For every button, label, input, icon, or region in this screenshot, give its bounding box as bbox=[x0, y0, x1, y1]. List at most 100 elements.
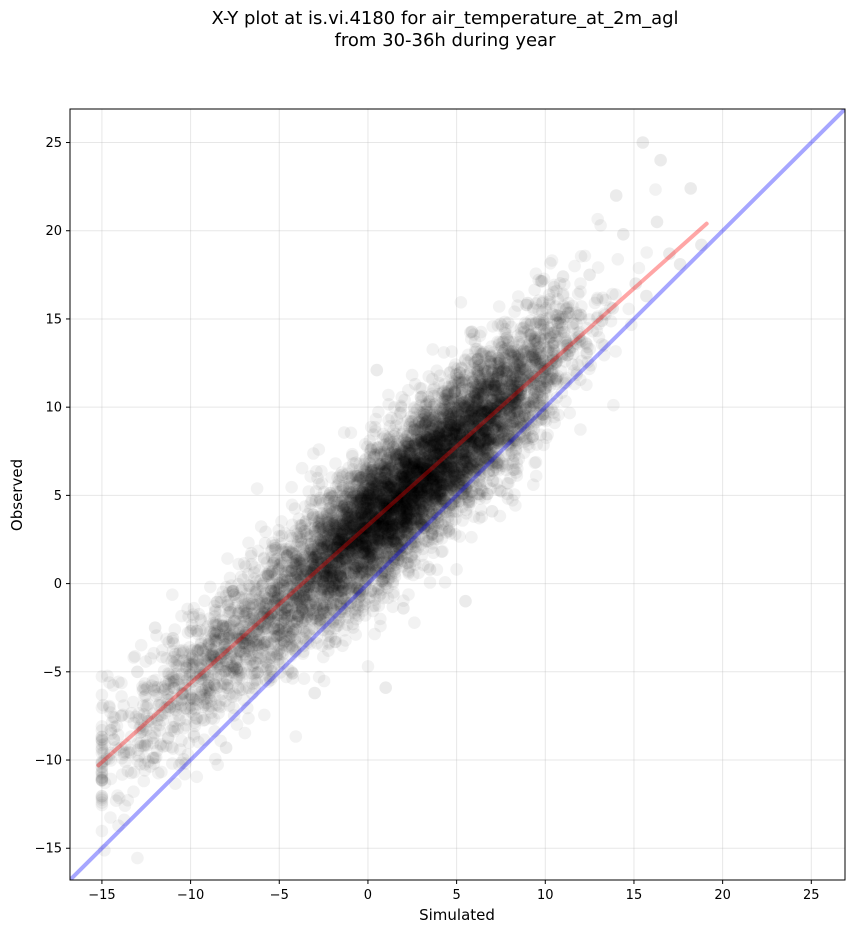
data-point bbox=[342, 461, 356, 475]
data-point bbox=[98, 754, 111, 768]
data-point bbox=[384, 454, 398, 467]
data-point bbox=[465, 485, 478, 499]
data-point bbox=[122, 710, 136, 723]
data-point bbox=[563, 341, 577, 355]
data-point bbox=[408, 456, 422, 470]
data-point bbox=[439, 463, 453, 477]
data-point bbox=[324, 565, 338, 578]
data-point bbox=[412, 425, 426, 438]
data-point bbox=[386, 534, 400, 548]
data-point bbox=[397, 425, 410, 438]
data-point bbox=[299, 593, 312, 607]
data-point bbox=[287, 556, 301, 570]
data-point bbox=[185, 644, 198, 657]
data-point bbox=[574, 308, 588, 322]
data-point bbox=[172, 647, 185, 661]
chart-title-line-2: from 30-36h during year bbox=[334, 30, 556, 51]
data-point bbox=[420, 469, 433, 483]
data-point bbox=[438, 495, 452, 508]
data-point bbox=[490, 414, 503, 427]
data-point bbox=[243, 613, 256, 626]
data-point bbox=[320, 574, 333, 587]
data-point bbox=[470, 426, 484, 439]
data-point bbox=[456, 444, 469, 458]
data-point bbox=[486, 372, 500, 386]
data-point bbox=[431, 475, 445, 489]
data-point bbox=[228, 601, 241, 615]
data-point bbox=[574, 249, 588, 263]
data-point bbox=[295, 461, 309, 475]
data-point bbox=[326, 569, 339, 583]
data-points bbox=[95, 136, 708, 865]
data-point bbox=[286, 629, 299, 642]
data-point bbox=[442, 393, 456, 407]
data-point bbox=[514, 383, 528, 397]
data-point bbox=[184, 699, 198, 712]
data-point bbox=[128, 650, 142, 663]
data-point bbox=[445, 460, 458, 474]
data-point bbox=[354, 529, 367, 542]
data-point bbox=[547, 349, 560, 362]
data-point bbox=[370, 482, 383, 496]
data-point bbox=[497, 384, 510, 398]
data-point bbox=[394, 474, 408, 488]
data-point bbox=[288, 607, 302, 620]
data-point bbox=[156, 713, 169, 727]
data-point bbox=[466, 434, 479, 447]
data-point bbox=[375, 479, 388, 492]
data-point bbox=[534, 355, 547, 368]
data-point bbox=[454, 296, 468, 309]
data-point bbox=[490, 433, 504, 447]
data-point bbox=[334, 599, 347, 612]
data-point bbox=[198, 665, 212, 678]
data-point bbox=[369, 496, 383, 510]
data-point bbox=[328, 579, 342, 592]
data-point bbox=[439, 459, 452, 473]
data-point bbox=[528, 333, 542, 346]
data-point bbox=[369, 448, 383, 462]
data-point bbox=[430, 476, 444, 489]
data-point bbox=[407, 487, 421, 501]
data-point bbox=[366, 518, 380, 531]
data-point bbox=[462, 382, 475, 395]
data-point bbox=[428, 429, 442, 443]
data-point bbox=[347, 550, 361, 564]
data-point bbox=[476, 398, 490, 412]
data-point bbox=[422, 463, 436, 477]
data-point bbox=[446, 468, 459, 481]
data-point bbox=[466, 386, 480, 399]
data-point bbox=[131, 851, 144, 865]
data-point bbox=[397, 490, 411, 503]
data-point bbox=[390, 558, 403, 571]
data-point bbox=[395, 503, 409, 516]
data-point bbox=[361, 660, 375, 673]
data-point bbox=[439, 426, 453, 439]
data-point bbox=[282, 625, 296, 639]
data-point bbox=[423, 576, 437, 589]
data-point bbox=[374, 509, 388, 523]
data-point bbox=[482, 377, 496, 390]
data-point bbox=[190, 770, 204, 784]
data-point bbox=[168, 725, 181, 738]
data-point bbox=[398, 525, 412, 539]
data-point bbox=[338, 611, 352, 625]
data-point bbox=[269, 541, 282, 555]
data-point bbox=[395, 489, 409, 502]
data-point bbox=[360, 465, 374, 479]
data-point bbox=[413, 530, 426, 544]
data-point bbox=[509, 442, 523, 456]
data-point bbox=[474, 359, 488, 372]
data-point bbox=[470, 342, 484, 356]
data-point bbox=[408, 454, 422, 467]
data-point bbox=[422, 475, 435, 488]
data-point bbox=[336, 581, 350, 595]
data-point bbox=[342, 510, 355, 524]
data-point bbox=[95, 760, 109, 774]
data-point bbox=[298, 607, 312, 620]
data-point bbox=[447, 386, 461, 400]
data-point bbox=[535, 362, 549, 376]
data-point bbox=[358, 545, 371, 558]
data-point bbox=[348, 516, 362, 530]
data-point bbox=[323, 549, 336, 563]
data-point bbox=[356, 493, 370, 506]
